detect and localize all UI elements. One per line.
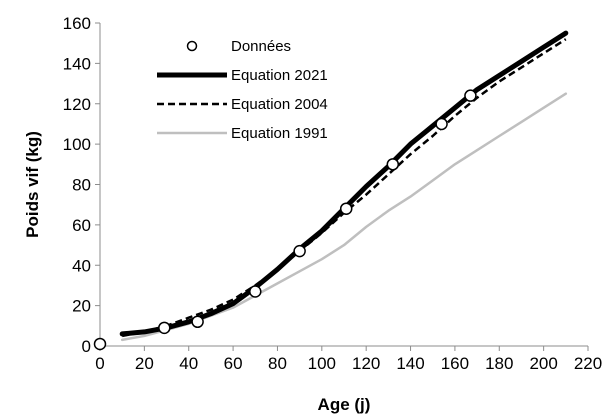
x-tick-label: 0 — [95, 354, 104, 373]
x-tick-label: 80 — [268, 354, 287, 373]
y-axis-title: Poids vif (kg) — [23, 131, 42, 238]
x-tick-label: 60 — [224, 354, 243, 373]
axes: 0 20 40 60 80 100 120 140 160 0 20 40 60 80 100 120 140 1… — [63, 14, 603, 373]
legend-entry: Equation 1991 — [157, 125, 328, 142]
legend-entry: Données — [186, 38, 291, 55]
x-tick-label: 140 — [396, 354, 424, 373]
y-tick-label: 80 — [72, 176, 91, 195]
y-tick-label: 140 — [63, 54, 91, 73]
legend-label: Données — [231, 38, 291, 55]
legend-label: Equation 2004 — [231, 96, 328, 113]
data-point — [435, 117, 448, 131]
x-tick-label: 160 — [441, 354, 469, 373]
data-point — [93, 337, 107, 351]
x-tick-label: 220 — [574, 354, 602, 373]
data-point — [386, 158, 400, 171]
series-layer — [93, 30, 569, 351]
y-tick-label: 20 — [72, 297, 91, 316]
x-tick-label: 120 — [352, 354, 380, 373]
data-point — [249, 285, 262, 298]
series-line-equation-1991 — [120, 92, 568, 342]
data-point — [464, 89, 477, 102]
legend-entry: Equation 2004 — [157, 96, 328, 113]
x-tick-label: 40 — [179, 354, 198, 373]
x-tick-label: 180 — [485, 354, 513, 373]
data-point — [339, 202, 353, 215]
data-point — [158, 321, 171, 335]
y-tick-label: 40 — [72, 256, 91, 275]
y-tick-label: 160 — [63, 14, 91, 33]
y-tick-label: 0 — [82, 337, 91, 356]
x-tick-label: 100 — [308, 354, 336, 373]
y-tick-label: 120 — [63, 95, 91, 114]
x-axis-title: Age (j) — [318, 395, 371, 414]
legend: Données Equation 2021 Equation 2004 Equatio… — [157, 38, 328, 142]
y-tick-label: 60 — [72, 216, 91, 235]
y-tick-label: 100 — [63, 135, 91, 154]
series-line-equation-2004 — [121, 38, 567, 338]
legend-label: Equation 2021 — [231, 67, 328, 84]
series-line-equation-2021 — [119, 30, 569, 337]
data-point — [293, 244, 306, 258]
data-point — [191, 315, 204, 329]
legend-marker — [186, 40, 198, 52]
legend-entry: Equation 2021 — [157, 67, 328, 84]
x-tick-label: 20 — [135, 354, 154, 373]
legend-label: Equation 1991 — [231, 125, 328, 142]
x-tick-label: 200 — [529, 354, 557, 373]
